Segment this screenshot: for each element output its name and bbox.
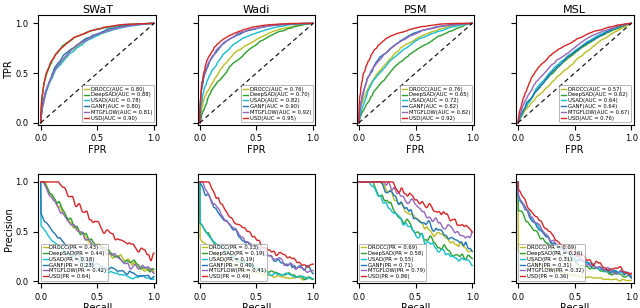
X-axis label: FPR: FPR — [247, 145, 266, 155]
Title: Wadi: Wadi — [243, 5, 270, 14]
Legend: DROCC(PR = 0.69), DeepSAD(PR = 0.58), USAD(PR = 0.55), GANF(PR = 0.71), MTGFLOW(: DROCC(PR = 0.69), DeepSAD(PR = 0.58), US… — [359, 244, 426, 281]
Y-axis label: Precision: Precision — [4, 207, 14, 250]
Legend: DROCC(AUC = 0.57), DeepSAD(AUC = 0.62), USAD(AUC = 0.64), GANF(AUC = 0.64), MTGF: DROCC(AUC = 0.57), DeepSAD(AUC = 0.62), … — [559, 85, 631, 122]
Y-axis label: TPR: TPR — [4, 61, 14, 79]
Title: SWaT: SWaT — [82, 5, 113, 14]
Legend: DROCC(PR = 0.09), DeepSAD(PR = 0.26), USAD(PR = 0.31), GANF(PR = 0.31), MTGFLOW(: DROCC(PR = 0.09), DeepSAD(PR = 0.26), US… — [518, 244, 586, 281]
Legend: DROCC(AUC = 0.80), DeepSAD(AUC = 0.88), USAD(AUC = 0.78), GANF(AUC = 0.80), MTGF: DROCC(AUC = 0.80), DeepSAD(AUC = 0.88), … — [82, 85, 154, 122]
X-axis label: FPR: FPR — [565, 145, 584, 155]
X-axis label: Recall: Recall — [401, 303, 430, 308]
X-axis label: FPR: FPR — [88, 145, 107, 155]
Legend: DROCC(AUC = 0.76), DeepSAD(AUC = 0.70), USAD(AUC = 0.82), GANF(AUC = 0.90), MTGF: DROCC(AUC = 0.76), DeepSAD(AUC = 0.70), … — [241, 85, 313, 122]
X-axis label: Recall: Recall — [83, 303, 112, 308]
X-axis label: Recall: Recall — [560, 303, 589, 308]
Legend: DROCC(PR = 0.43), DeepSAD(PR = 0.44), USAD(PR = 0.18), GANF(PR = 0.23), MTGFLOW(: DROCC(PR = 0.43), DeepSAD(PR = 0.44), US… — [41, 244, 108, 281]
Legend: DROCC(PR = 0.13), DeepSAD(PR = 0.19), USAD(PR = 0.19), GANF(PR = 0.40), MTGFLOW(: DROCC(PR = 0.13), DeepSAD(PR = 0.19), US… — [200, 244, 268, 281]
X-axis label: Recall: Recall — [242, 303, 271, 308]
Legend: DROCC(AUC = 0.76), DeepSAD(AUC = 0.65), USAD(AUC = 0.72), GANF(AUC = 0.82), MTGF: DROCC(AUC = 0.76), DeepSAD(AUC = 0.65), … — [401, 85, 472, 122]
Title: PSM: PSM — [404, 5, 428, 14]
Title: MSL: MSL — [563, 5, 586, 14]
X-axis label: FPR: FPR — [406, 145, 425, 155]
